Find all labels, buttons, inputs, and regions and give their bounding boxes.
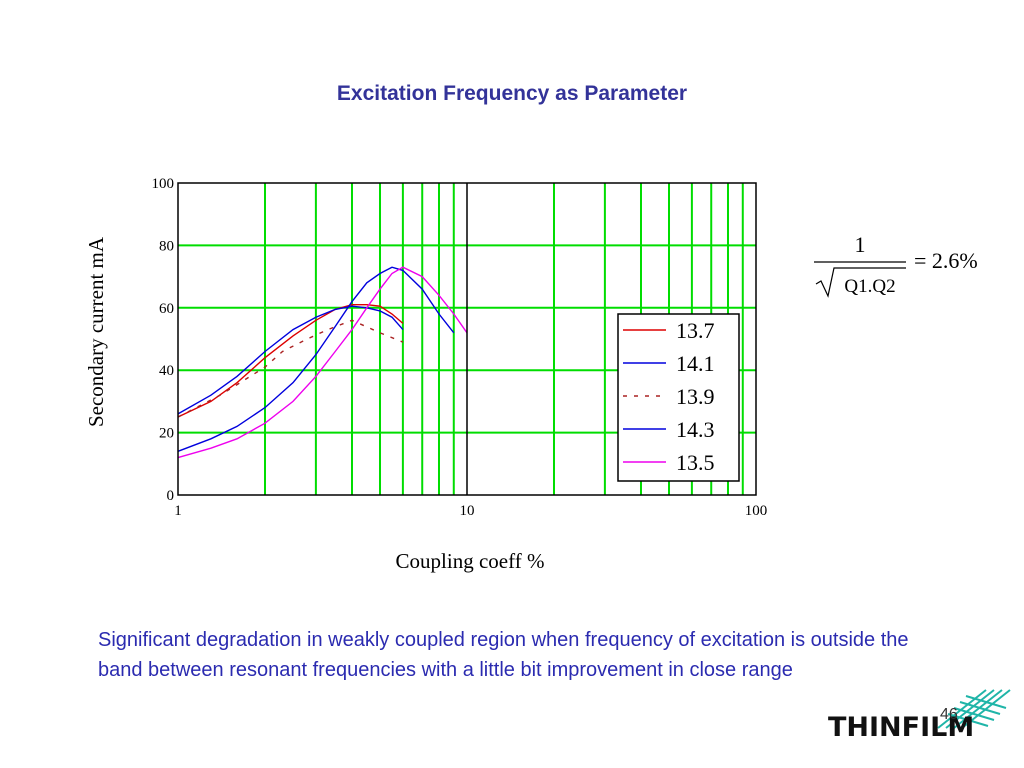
series-line-0 (177, 304, 404, 418)
series-line-1 (177, 305, 404, 415)
chart-legend: 13.7 14.1 13.9 14.3 13.5 (617, 313, 740, 482)
x-tick-label: 10 (460, 503, 475, 519)
logo-mesh-icon (937, 689, 1011, 729)
logo-wordmark: THINFILM (828, 712, 974, 743)
x-tick-label: 100 (745, 503, 768, 519)
body-text: Significant degradation in weakly couple… (98, 629, 909, 681)
formula: 1 Q1.Q2 = 2.6% (814, 232, 978, 298)
x-tick-label: 1 (174, 503, 182, 519)
legend-label: 13.7 (676, 318, 715, 343)
y-tick-label: 80 (159, 238, 174, 254)
y-axis-label: Secondary current mA (84, 236, 108, 427)
legend-label: 13.5 (676, 450, 715, 475)
legend-label: 13.9 (676, 384, 715, 409)
formula-denominator: Q1.Q2 (844, 276, 895, 297)
y-tick-label: 100 (152, 176, 175, 192)
formula-numerator: 1 (855, 232, 866, 257)
page-number: 46 (940, 706, 958, 723)
legend-label: 14.3 (676, 417, 715, 442)
chart-series (177, 266, 468, 459)
y-tick-label: 40 (159, 363, 174, 379)
series-line-4 (177, 266, 468, 459)
y-tick-label: 0 (167, 488, 175, 504)
series-line-2 (177, 319, 404, 418)
x-axis-label: Coupling coeff % (396, 549, 545, 573)
y-tick-label: 20 (159, 426, 174, 442)
chart-ticks: 0 20 40 60 80 100 1 10 100 (152, 176, 768, 519)
thinfilm-logo: THINFILM (828, 689, 1011, 743)
formula-sqrt-sign (815, 267, 906, 298)
legend-label: 14.1 (676, 351, 715, 376)
y-tick-label: 60 (159, 301, 174, 317)
formula-result: = 2.6% (914, 248, 978, 273)
series-line-3 (177, 266, 455, 452)
slide-title: Excitation Frequency as Parameter (336, 82, 688, 105)
legend-box (617, 313, 740, 482)
